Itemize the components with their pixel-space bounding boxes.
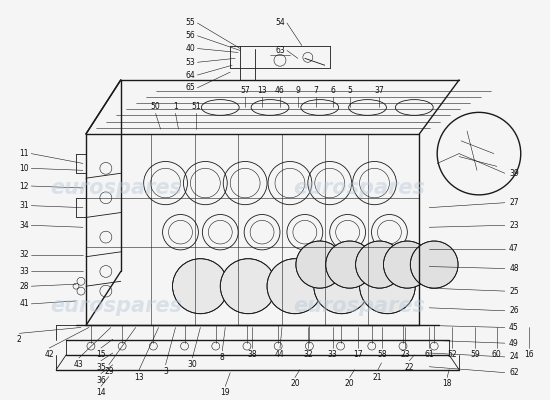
Text: 5: 5 (347, 86, 352, 95)
Text: 10: 10 (19, 164, 29, 173)
Text: 33: 33 (19, 267, 29, 276)
Circle shape (360, 259, 415, 314)
Text: 20: 20 (290, 380, 300, 388)
Text: 24: 24 (509, 352, 519, 362)
Text: 51: 51 (191, 102, 201, 111)
Text: 43: 43 (74, 360, 84, 369)
Text: 64: 64 (186, 70, 195, 80)
Text: 31: 31 (19, 201, 29, 210)
Circle shape (410, 241, 458, 288)
Text: 23: 23 (400, 350, 410, 359)
Text: 29: 29 (104, 367, 114, 376)
Text: 13: 13 (134, 373, 144, 382)
Text: 11: 11 (19, 149, 29, 158)
Text: 38: 38 (248, 350, 257, 359)
Circle shape (383, 241, 431, 288)
Text: 33: 33 (328, 350, 338, 359)
Circle shape (356, 241, 403, 288)
Text: 8: 8 (220, 353, 224, 362)
Circle shape (326, 241, 373, 288)
Text: 61: 61 (425, 350, 434, 359)
Text: 22: 22 (405, 363, 414, 372)
Text: 18: 18 (442, 380, 452, 388)
Text: 41: 41 (19, 299, 29, 308)
Text: 32: 32 (19, 250, 29, 259)
Text: 58: 58 (378, 350, 387, 359)
Text: eurospares: eurospares (294, 296, 426, 316)
Circle shape (314, 259, 370, 314)
Circle shape (267, 259, 323, 314)
Text: 16: 16 (524, 350, 534, 359)
Text: 55: 55 (186, 18, 195, 28)
Text: 9: 9 (295, 86, 300, 95)
Text: 45: 45 (509, 323, 519, 332)
Text: 46: 46 (275, 86, 285, 95)
Text: 28: 28 (19, 282, 29, 291)
Text: 17: 17 (353, 350, 362, 359)
Text: 52: 52 (447, 350, 457, 359)
Text: 30: 30 (188, 360, 197, 369)
Text: 13: 13 (257, 86, 267, 95)
Text: 19: 19 (221, 388, 230, 397)
Text: 56: 56 (186, 31, 195, 40)
Text: 60: 60 (492, 350, 502, 359)
Text: 57: 57 (240, 86, 250, 95)
Text: 34: 34 (19, 221, 29, 230)
Text: 2: 2 (17, 335, 21, 344)
Text: 27: 27 (509, 198, 519, 207)
Text: 47: 47 (509, 244, 519, 253)
Text: 62: 62 (509, 368, 519, 377)
Text: 36: 36 (96, 376, 106, 384)
Text: 32: 32 (303, 350, 312, 359)
Text: 44: 44 (275, 350, 285, 359)
Text: 15: 15 (96, 350, 106, 359)
Text: 3: 3 (163, 367, 168, 376)
Text: 42: 42 (45, 350, 54, 359)
Text: 40: 40 (186, 44, 195, 53)
Text: 7: 7 (314, 86, 318, 95)
Text: 50: 50 (151, 102, 161, 111)
Text: 48: 48 (509, 264, 519, 273)
Text: 23: 23 (509, 221, 519, 230)
Text: 26: 26 (509, 306, 519, 315)
Text: 54: 54 (275, 18, 285, 28)
Text: 49: 49 (509, 339, 519, 348)
Text: 12: 12 (19, 182, 29, 190)
Text: 59: 59 (470, 350, 480, 359)
Circle shape (173, 259, 228, 314)
Text: eurospares: eurospares (50, 296, 182, 316)
Text: 21: 21 (373, 373, 382, 382)
Circle shape (296, 241, 344, 288)
Text: 6: 6 (330, 86, 335, 95)
Text: 35: 35 (96, 363, 106, 372)
Text: 63: 63 (275, 46, 285, 55)
Circle shape (221, 259, 276, 314)
Text: 53: 53 (186, 58, 195, 67)
Text: 1: 1 (173, 102, 178, 111)
Text: 39: 39 (509, 169, 519, 178)
Text: 14: 14 (96, 388, 106, 397)
Text: eurospares: eurospares (50, 178, 182, 198)
Text: 20: 20 (345, 380, 354, 388)
Text: 25: 25 (509, 287, 519, 296)
Text: eurospares: eurospares (294, 178, 426, 198)
Text: 65: 65 (186, 83, 195, 92)
Text: 37: 37 (375, 86, 384, 95)
